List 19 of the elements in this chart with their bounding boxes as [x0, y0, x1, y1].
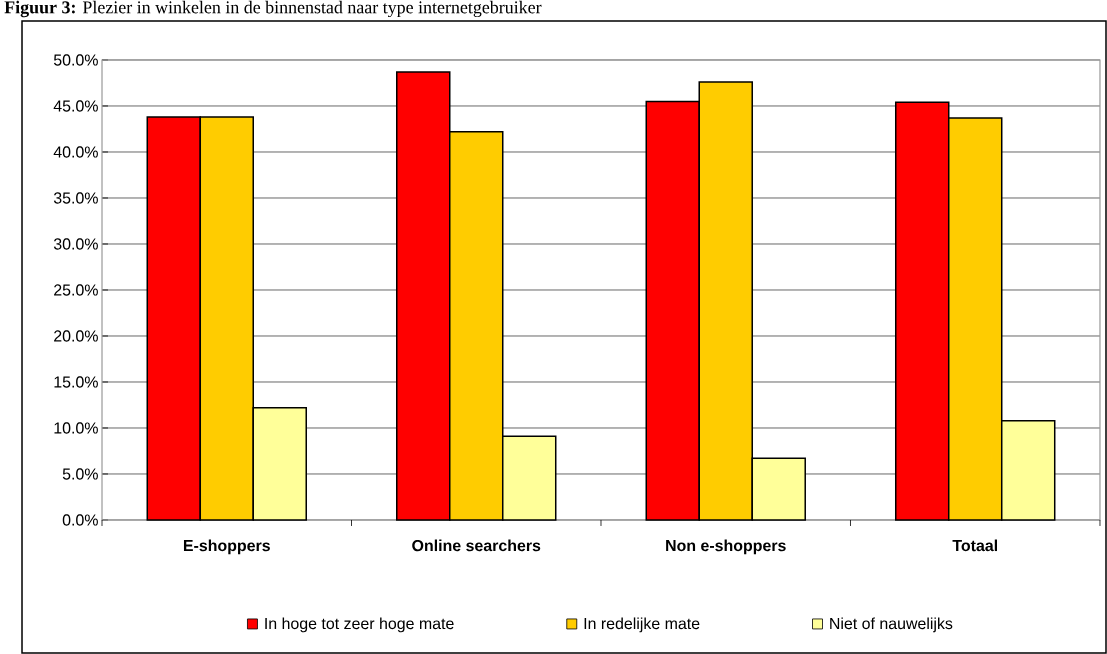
y-tick-label: 5.0% [62, 468, 98, 480]
y-tick-label: 20.0% [54, 330, 98, 342]
legend-label: Niet of nauwelijks [830, 617, 953, 633]
y-tick-label: 15.0% [54, 376, 98, 388]
x-tick-label: E-shoppers [183, 539, 270, 555]
y-tick-label: 25.0% [54, 284, 98, 296]
chart-title: Figuur 3: Plezier in winkelen in de binnenstad naar type internetgebruiker [4, 0, 542, 18]
y-tick-label: 50.0% [53, 54, 98, 66]
y-tick-label: 35.0% [53, 192, 98, 204]
x-tick-label: Online searchers [412, 539, 541, 552]
y-tick-label: 0.0% [62, 514, 98, 526]
legend-label: In hoge tot zeer hoge mate [265, 617, 454, 633]
y-tick-label: 30.0% [53, 238, 98, 250]
y-tick-label: 45.0% [53, 100, 98, 112]
legend-label: In redelijke mate [584, 617, 700, 633]
y-tick-label: 10.0% [54, 422, 98, 434]
y-tick-label: 40.0% [53, 146, 98, 158]
x-tick-label: Non e-shoppers [666, 539, 786, 555]
x-tick-label: Totaal [952, 539, 997, 552]
